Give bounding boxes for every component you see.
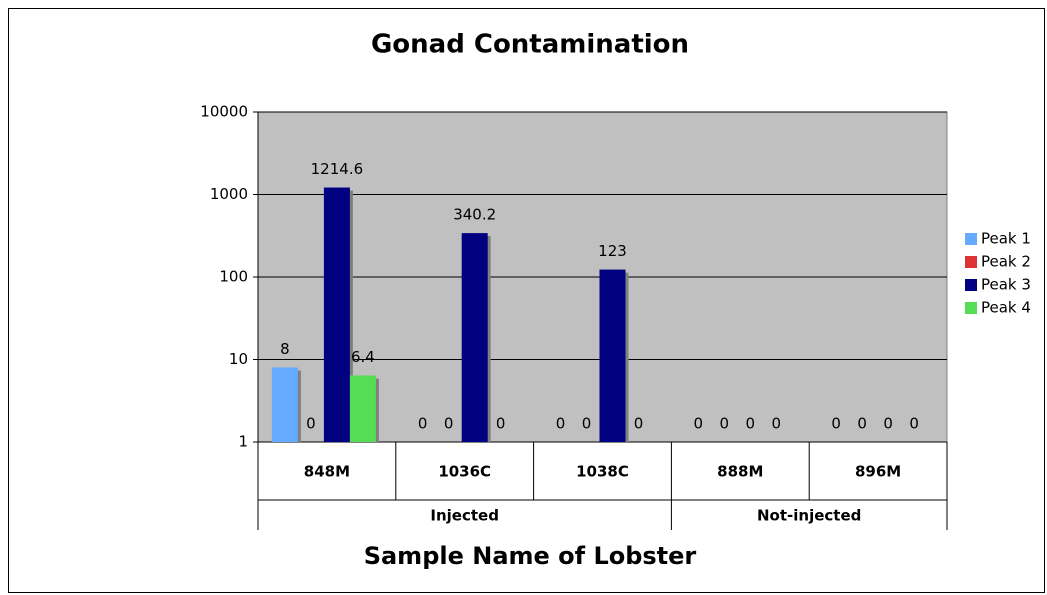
data-label: 0 [831,415,841,433]
x-tick-label: 1038C [576,463,629,481]
data-label: 1214.6 [311,160,364,178]
legend-label: Peak 4 [981,299,1031,317]
x-tick-label: 848M [304,463,350,481]
x-tick-label: 1036C [438,463,491,481]
data-label: 0 [720,415,730,433]
data-label: 8 [280,340,290,358]
data-label: 0 [694,415,704,433]
group-label: Not-injected [757,507,861,525]
data-label: 0 [556,415,566,433]
chart-title: Gonad Contamination [371,30,689,60]
data-label: 340.2 [453,206,496,224]
data-label: 6.4 [351,348,375,366]
bar [461,233,488,442]
y-tick-label: 100 [219,268,248,286]
group-label: Injected [430,507,499,525]
y-tick-label: 1 [238,433,248,451]
legend-swatch [965,279,977,291]
x-axis-title: Sample Name of Lobster [364,542,697,570]
y-tick-label: 10 [229,350,248,368]
data-label: 0 [444,415,454,433]
bar [349,375,376,442]
legend-label: Peak 1 [981,230,1031,248]
data-label: 0 [496,415,506,433]
data-label: 0 [634,415,644,433]
data-label: 0 [857,415,867,433]
data-label: 0 [306,415,316,433]
data-label: 0 [909,415,919,433]
legend-label: Peak 3 [981,276,1031,294]
legend-swatch [965,233,977,245]
legend-swatch [965,256,977,268]
legend-label: Peak 2 [981,253,1031,271]
bar [599,269,626,442]
x-tick-label: 888M [717,463,763,481]
data-label: 0 [772,415,782,433]
bar [271,367,298,442]
data-label: 123 [598,242,627,260]
data-label: 0 [883,415,893,433]
data-label: 0 [582,415,592,433]
data-label: 0 [746,415,756,433]
x-tick-label: 896M [855,463,901,481]
legend-swatch [965,302,977,314]
bar [323,187,350,442]
y-tick-label: 10000 [200,103,248,121]
data-label: 0 [418,415,428,433]
y-tick-label: 1000 [210,185,248,203]
